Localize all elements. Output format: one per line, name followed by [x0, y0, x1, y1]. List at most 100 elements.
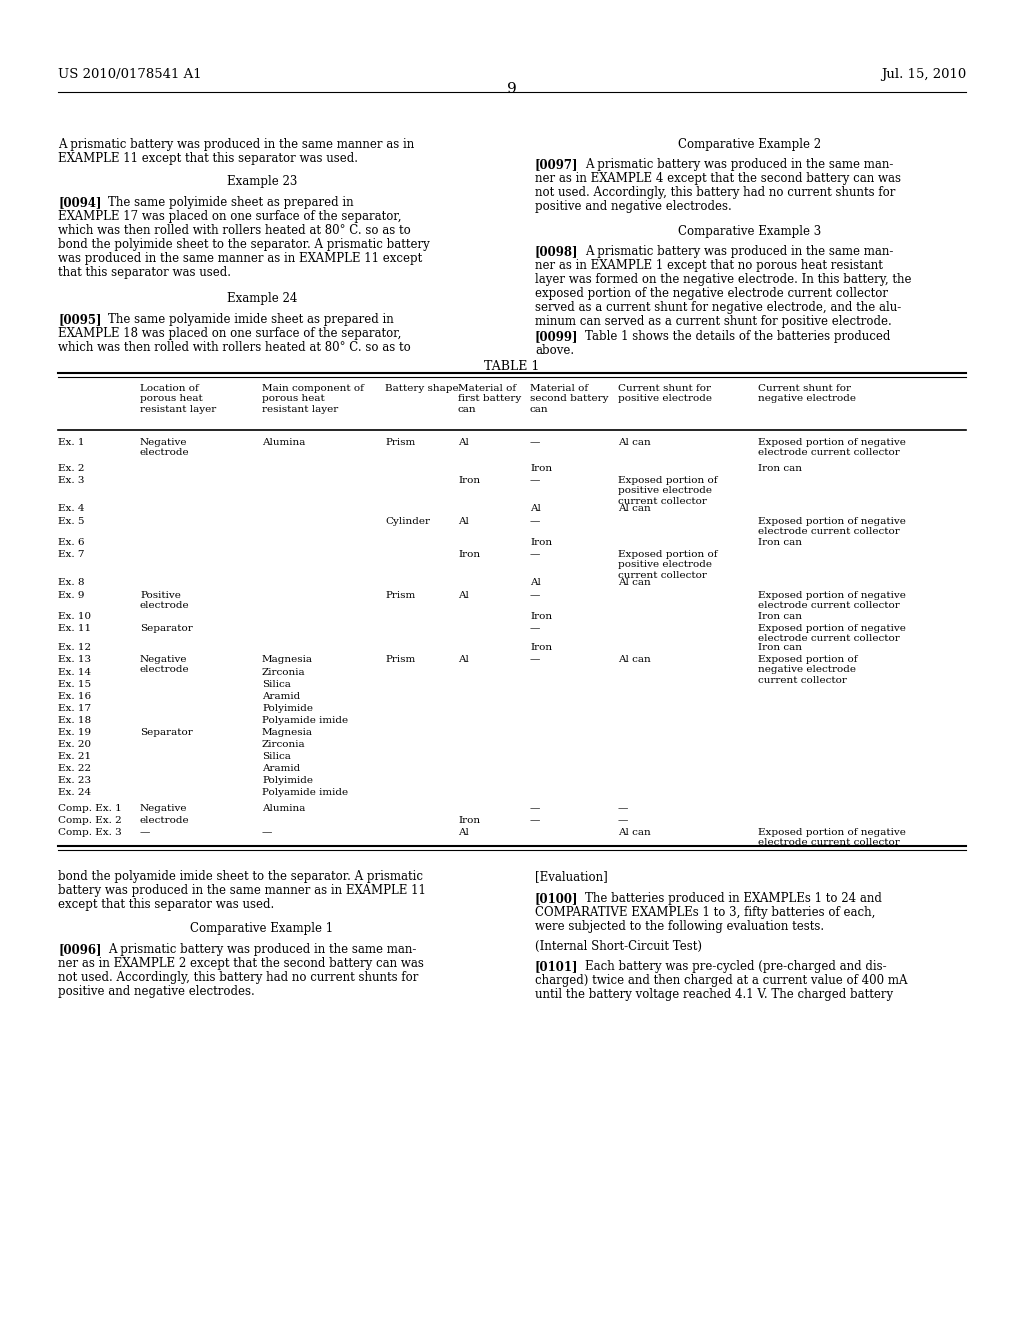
Text: Ex. 14: Ex. 14 [58, 668, 91, 677]
Text: Positive
electrode: Positive electrode [140, 591, 189, 610]
Text: Al can: Al can [618, 504, 650, 513]
Text: not used. Accordingly, this battery had no current shunts for: not used. Accordingly, this battery had … [58, 972, 419, 983]
Text: until the battery voltage reached 4.1 V. The charged battery: until the battery voltage reached 4.1 V.… [535, 987, 893, 1001]
Text: Ex. 12: Ex. 12 [58, 643, 91, 652]
Text: Negative: Negative [140, 804, 187, 813]
Text: Ex. 4: Ex. 4 [58, 504, 85, 513]
Text: Ex. 17: Ex. 17 [58, 704, 91, 713]
Text: Current shunt for
positive electrode: Current shunt for positive electrode [618, 384, 712, 404]
Text: Each battery was pre-cycled (pre-charged and dis-: Each battery was pre-cycled (pre-charged… [585, 960, 887, 973]
Text: Ex. 23: Ex. 23 [58, 776, 91, 785]
Text: —: — [618, 804, 629, 813]
Text: EXAMPLE 11 except that this separator was used.: EXAMPLE 11 except that this separator wa… [58, 152, 358, 165]
Text: —: — [530, 816, 541, 825]
Text: Material of
second battery
can: Material of second battery can [530, 384, 608, 413]
Text: Exposed portion of
positive electrode
current collector: Exposed portion of positive electrode cu… [618, 550, 718, 579]
Text: [0096]: [0096] [58, 942, 101, 956]
Text: Silica: Silica [262, 680, 291, 689]
Text: Exposed portion of negative
electrode current collector: Exposed portion of negative electrode cu… [758, 591, 906, 610]
Text: Ex. 24: Ex. 24 [58, 788, 91, 797]
Text: Exposed portion of negative
electrode current collector: Exposed portion of negative electrode cu… [758, 828, 906, 847]
Text: A prismatic battery was produced in the same man-: A prismatic battery was produced in the … [585, 246, 893, 257]
Text: Prism: Prism [385, 438, 416, 447]
Text: Al: Al [458, 438, 469, 447]
Text: bond the polyimide sheet to the separator. A prismatic battery: bond the polyimide sheet to the separato… [58, 238, 430, 251]
Text: which was then rolled with rollers heated at 80° C. so as to: which was then rolled with rollers heate… [58, 224, 411, 238]
Text: Negative
electrode: Negative electrode [140, 655, 189, 675]
Text: [0101]: [0101] [535, 960, 579, 973]
Text: —: — [530, 624, 541, 634]
Text: Ex. 22: Ex. 22 [58, 764, 91, 774]
Text: The batteries produced in EXAMPLEs 1 to 24 and: The batteries produced in EXAMPLEs 1 to … [585, 892, 882, 906]
Text: Comparative Example 1: Comparative Example 1 [190, 921, 334, 935]
Text: Ex. 3: Ex. 3 [58, 477, 85, 484]
Text: Iron: Iron [530, 612, 552, 620]
Text: Al can: Al can [618, 578, 650, 587]
Text: that this separator was used.: that this separator was used. [58, 267, 231, 279]
Text: Comparative Example 3: Comparative Example 3 [678, 224, 821, 238]
Text: Comp. Ex. 1: Comp. Ex. 1 [58, 804, 122, 813]
Text: exposed portion of the negative electrode current collector: exposed portion of the negative electrod… [535, 286, 888, 300]
Text: electrode: electrode [140, 816, 189, 825]
Text: Iron can: Iron can [758, 612, 802, 620]
Text: Alumina: Alumina [262, 804, 305, 813]
Text: COMPARATIVE EXAMPLEs 1 to 3, fifty batteries of each,: COMPARATIVE EXAMPLEs 1 to 3, fifty batte… [535, 906, 876, 919]
Text: US 2010/0178541 A1: US 2010/0178541 A1 [58, 69, 202, 81]
Text: Exposed portion of
negative electrode
current collector: Exposed portion of negative electrode cu… [758, 655, 857, 685]
Text: Al can: Al can [618, 438, 650, 447]
Text: Polyamide imide: Polyamide imide [262, 788, 348, 797]
Text: The same polyamide imide sheet as prepared in: The same polyamide imide sheet as prepar… [108, 313, 394, 326]
Text: Al: Al [530, 504, 541, 513]
Text: —: — [530, 517, 541, 525]
Text: [0095]: [0095] [58, 313, 101, 326]
Text: Iron: Iron [458, 550, 480, 558]
Text: A prismatic battery was produced in the same manner as in: A prismatic battery was produced in the … [58, 139, 415, 150]
Text: A prismatic battery was produced in the same man-: A prismatic battery was produced in the … [108, 942, 417, 956]
Text: Example 23: Example 23 [226, 176, 297, 187]
Text: Ex. 9: Ex. 9 [58, 591, 85, 601]
Text: Separator: Separator [140, 624, 193, 634]
Text: Zirconia: Zirconia [262, 668, 305, 677]
Text: Ex. 20: Ex. 20 [58, 741, 91, 748]
Text: except that this separator was used.: except that this separator was used. [58, 898, 274, 911]
Text: Iron: Iron [530, 465, 552, 473]
Text: Al can: Al can [618, 828, 650, 837]
Text: Exposed portion of negative
electrode current collector: Exposed portion of negative electrode cu… [758, 517, 906, 536]
Text: Al: Al [530, 578, 541, 587]
Text: Iron can: Iron can [758, 539, 802, 546]
Text: Iron: Iron [458, 477, 480, 484]
Text: above.: above. [535, 345, 574, 356]
Text: Comp. Ex. 3: Comp. Ex. 3 [58, 828, 122, 837]
Text: Ex. 16: Ex. 16 [58, 692, 91, 701]
Text: ner as in EXAMPLE 2 except that the second battery can was: ner as in EXAMPLE 2 except that the seco… [58, 957, 424, 970]
Text: EXAMPLE 17 was placed on one surface of the separator,: EXAMPLE 17 was placed on one surface of … [58, 210, 401, 223]
Text: Main component of
porous heat
resistant layer: Main component of porous heat resistant … [262, 384, 364, 413]
Text: Material of
first battery
can: Material of first battery can [458, 384, 521, 413]
Text: Ex. 1: Ex. 1 [58, 438, 85, 447]
Text: Ex. 18: Ex. 18 [58, 715, 91, 725]
Text: Iron can: Iron can [758, 465, 802, 473]
Text: [0094]: [0094] [58, 195, 101, 209]
Text: Ex. 15: Ex. 15 [58, 680, 91, 689]
Text: Ex. 2: Ex. 2 [58, 465, 85, 473]
Text: Al: Al [458, 591, 469, 601]
Text: Al: Al [458, 828, 469, 837]
Text: —: — [530, 655, 541, 664]
Text: Ex. 19: Ex. 19 [58, 729, 91, 737]
Text: bond the polyamide imide sheet to the separator. A prismatic: bond the polyamide imide sheet to the se… [58, 870, 423, 883]
Text: [0100]: [0100] [535, 892, 579, 906]
Text: was produced in the same manner as in EXAMPLE 11 except: was produced in the same manner as in EX… [58, 252, 422, 265]
Text: Iron: Iron [530, 539, 552, 546]
Text: layer was formed on the negative electrode. In this battery, the: layer was formed on the negative electro… [535, 273, 911, 286]
Text: Polyimide: Polyimide [262, 776, 313, 785]
Text: positive and negative electrodes.: positive and negative electrodes. [58, 985, 255, 998]
Text: [0099]: [0099] [535, 330, 579, 343]
Text: Iron: Iron [458, 816, 480, 825]
Text: (Internal Short-Circuit Test): (Internal Short-Circuit Test) [535, 940, 702, 953]
Text: were subjected to the following evaluation tests.: were subjected to the following evaluati… [535, 920, 824, 933]
Text: —: — [530, 477, 541, 484]
Text: Comparative Example 2: Comparative Example 2 [679, 139, 821, 150]
Text: 9: 9 [507, 82, 517, 96]
Text: Aramid: Aramid [262, 692, 300, 701]
Text: —: — [530, 591, 541, 601]
